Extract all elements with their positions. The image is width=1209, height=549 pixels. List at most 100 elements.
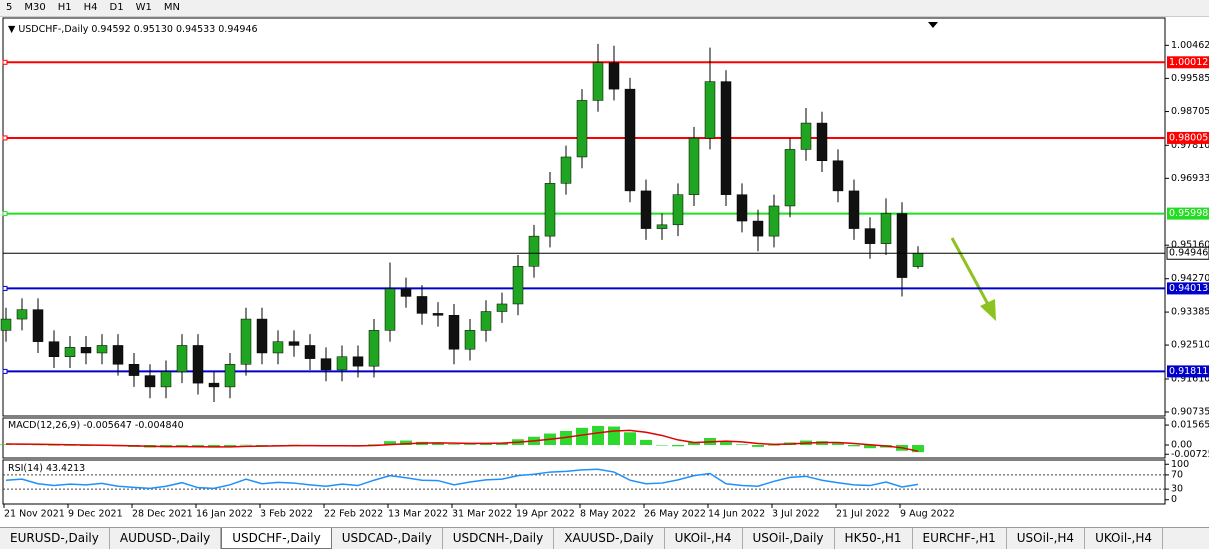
- candle-body: [144, 375, 156, 388]
- candle-body: [48, 341, 60, 357]
- timeframe[interactable]: 5: [6, 2, 13, 13]
- tab[interactable]: USOil-,H4: [1007, 528, 1086, 549]
- level-label-box: [1167, 282, 1209, 295]
- macd-bar: [752, 445, 764, 447]
- level-handle: [2, 285, 8, 291]
- macd-title: MACD(12,26,9): [8, 420, 81, 431]
- x-tick-label: 16 Jan 2022: [196, 509, 253, 520]
- macd-bar: [624, 432, 636, 446]
- tab[interactable]: USDCAD-,Daily: [332, 528, 443, 549]
- macd-panel: [2, 417, 1166, 459]
- candle-body: [416, 296, 428, 314]
- timeframe[interactable]: W1: [135, 2, 152, 13]
- candle-body: [688, 137, 700, 195]
- tab[interactable]: EURUSD-,Daily: [0, 528, 110, 549]
- x-tick-label: 21 Nov 2021: [4, 509, 65, 520]
- timeframe[interactable]: D1: [109, 2, 124, 13]
- close: 0.94946: [218, 24, 258, 35]
- price-header: ▼ USDCHF-,Daily 0.94592 0.95130 0.94533 0.94…: [8, 24, 258, 35]
- tab[interactable]: UKOil-,H4: [665, 528, 743, 549]
- candle-body: [576, 100, 588, 158]
- macd-bar: [912, 445, 924, 453]
- y-tick-label: 100: [1171, 459, 1189, 470]
- candle-body: [896, 213, 908, 278]
- macd-bar: [720, 441, 732, 446]
- candle-body: [512, 266, 524, 305]
- symbol: USDCHF-,Daily: [18, 24, 89, 35]
- level-label: 0.94013: [1169, 283, 1208, 294]
- y-tick-label: 0.90735: [1171, 406, 1209, 417]
- tab[interactable]: USOil-,Daily: [743, 528, 835, 549]
- y-tick-label: 0.99585: [1171, 73, 1209, 84]
- tab[interactable]: XAUUSD-,Daily: [554, 528, 665, 549]
- x-tick-label: 9 Dec 2021: [68, 509, 123, 520]
- level-label: 0.91811: [1169, 366, 1208, 377]
- candle-body: [112, 345, 124, 365]
- tab[interactable]: AUDUSD-,Daily: [110, 528, 222, 549]
- candle-body: [176, 345, 188, 373]
- level-label: 0.95998: [1169, 208, 1208, 219]
- y-tick-label: 0.91610: [1171, 373, 1209, 384]
- candle-body: [656, 224, 668, 229]
- y-tick-label: -0.007259: [1171, 449, 1209, 460]
- y-tick-label: 70: [1171, 469, 1183, 480]
- macd-bar: [768, 445, 780, 446]
- rsi-line: [5, 468, 919, 490]
- macd-bar: [48, 445, 60, 446]
- macd-bar: [688, 442, 700, 446]
- macd-bar: [736, 444, 748, 446]
- y-tick-label: 0.94270: [1171, 273, 1209, 284]
- tab[interactable]: EURCHF-,H1: [913, 528, 1007, 549]
- symbol-tabs: EURUSD-,Daily AUDUSD-,Daily USDCHF-,Daily U…: [0, 527, 1209, 549]
- macd-bar: [640, 439, 652, 446]
- tab[interactable]: USDCNH-,Daily: [443, 528, 555, 549]
- level-label-box: [1167, 131, 1209, 144]
- macd-bar: [192, 445, 204, 447]
- y-tick-label: 30: [1171, 484, 1183, 495]
- candle-body: [832, 160, 844, 192]
- y-tick-label: 0.96933: [1171, 173, 1209, 184]
- candle-body: [96, 345, 108, 354]
- candle-body: [496, 303, 508, 312]
- level-handle: [2, 135, 8, 141]
- candle-body: [784, 149, 796, 207]
- macd-bar: [592, 425, 604, 446]
- candle-body: [592, 62, 604, 101]
- candle-body: [368, 330, 380, 367]
- y-tick-label: 0.95160: [1171, 240, 1209, 251]
- candle-body: [272, 341, 284, 354]
- macd-bar: [176, 445, 188, 447]
- timeframe[interactable]: H1: [57, 2, 72, 13]
- price-panel: [2, 17, 1166, 417]
- level-label-box: [1167, 207, 1209, 220]
- y-tick-label: 0.00: [1171, 440, 1192, 451]
- tab[interactable]: USDCHF-,Daily: [221, 528, 332, 549]
- candle-body: [80, 347, 92, 354]
- y-tick-label: 0.93385: [1171, 307, 1209, 318]
- level-handle: [2, 59, 8, 65]
- x-tick-label: 19 Apr 2022: [516, 509, 575, 520]
- level-label-box: [1167, 56, 1209, 69]
- timeframe[interactable]: H4: [83, 2, 98, 13]
- candle-body: [304, 345, 316, 359]
- x-tick-label: 9 Aug 2022: [900, 509, 955, 520]
- candle-body: [320, 358, 332, 371]
- timeframe-toolbar: 5 M30 H1 H4 D1 W1 MN: [0, 0, 1209, 17]
- timeframe[interactable]: M30: [24, 2, 46, 13]
- chart: 1.00462 0.99585 0.98705 0.97810 0.96933 0.951…: [0, 17, 1209, 520]
- candle-body: [352, 356, 364, 367]
- tab[interactable]: HK50-,H1: [835, 528, 913, 549]
- candle-body: [848, 190, 860, 229]
- macd-bar: [848, 445, 860, 447]
- candle-body: [16, 309, 28, 320]
- x-tick-label: 3 Feb 2022: [260, 509, 313, 520]
- open: 0.94592: [91, 24, 131, 35]
- macd-bar: [400, 440, 412, 446]
- macd-bar: [576, 427, 588, 446]
- y-tick-label: 0.98705: [1171, 106, 1209, 117]
- y-tick-label: 1.00462: [1171, 40, 1209, 51]
- x-tick-label: 31 Mar 2022: [452, 509, 512, 520]
- timeframe[interactable]: MN: [163, 2, 180, 13]
- tab[interactable]: UKOil-,H4: [1085, 528, 1163, 549]
